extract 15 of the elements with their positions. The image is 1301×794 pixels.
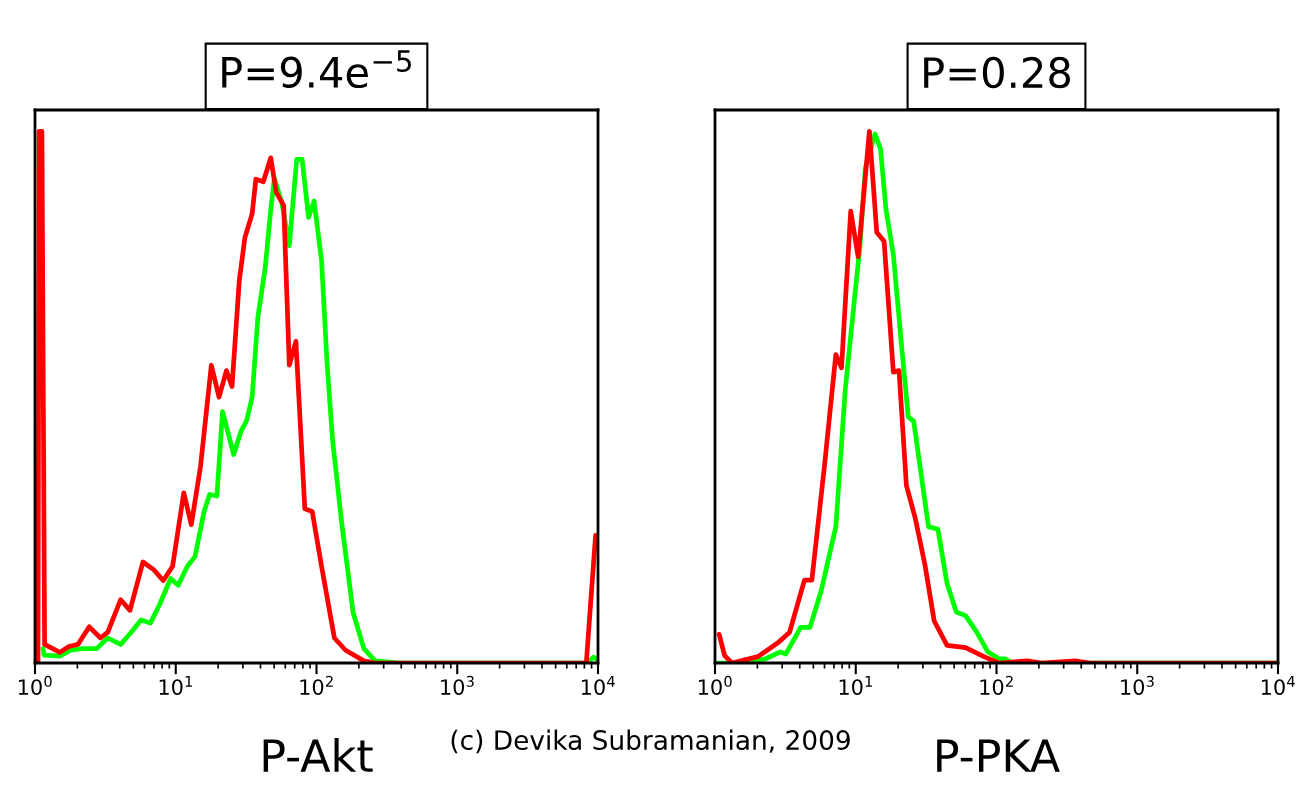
x-tick-label: 10$^{4}$ xyxy=(581,676,615,695)
x-tick-label: 10$^{2}$ xyxy=(980,675,1013,695)
x-tick-label: 10$^{1}$ xyxy=(159,676,193,695)
text: (c) Devika Subramanian, 2009 xyxy=(451,729,850,754)
x-tick-label: 10$^{2}$ xyxy=(300,675,333,695)
x-tick-label: 10$^{4}$ xyxy=(1261,676,1295,695)
chart-title: P=0.28 xyxy=(924,56,1071,89)
x-axis-title: P-Akt xyxy=(263,738,373,772)
x-tick-label: 10$^{0}$ xyxy=(698,675,732,695)
chart-title: P=9.4e$^{−5}$ xyxy=(222,50,411,89)
x-tick-label: 10$^{3}$ xyxy=(1121,675,1154,695)
x-tick-label: 10$^{1}$ xyxy=(839,676,873,695)
x-tick-label: 10$^{0}$ xyxy=(18,675,52,695)
x-tick-label: 10$^{3}$ xyxy=(441,675,474,695)
x-axis-title: P-PKA xyxy=(937,739,1060,772)
